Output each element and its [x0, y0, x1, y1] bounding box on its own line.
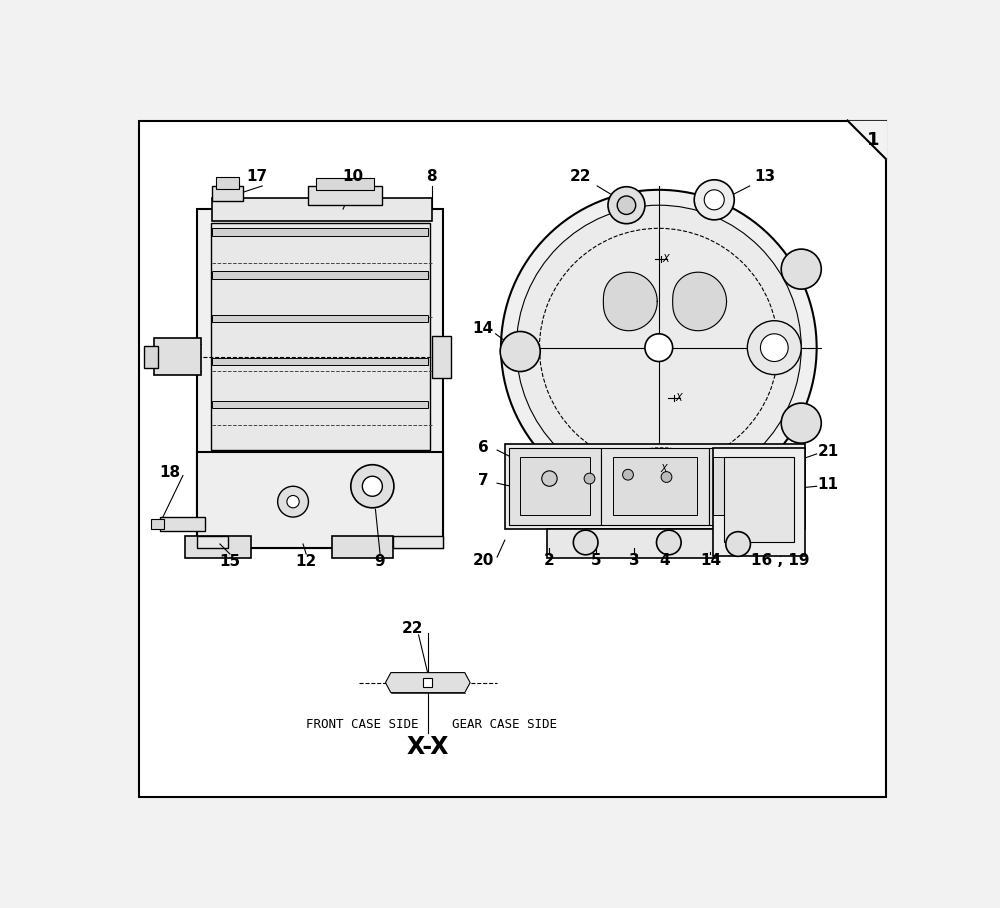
Bar — [185, 537, 251, 558]
Circle shape — [760, 334, 788, 361]
Bar — [144, 346, 158, 368]
Bar — [212, 314, 428, 322]
Circle shape — [645, 334, 673, 361]
Bar — [547, 528, 717, 558]
Text: X-X: X-X — [407, 735, 449, 758]
Text: FRONT CASE SIDE: FRONT CASE SIDE — [306, 718, 419, 732]
Circle shape — [781, 403, 821, 443]
Circle shape — [287, 496, 299, 508]
Text: 16 , 19: 16 , 19 — [751, 554, 810, 568]
Bar — [211, 223, 430, 450]
Text: 14: 14 — [700, 554, 721, 568]
Circle shape — [747, 321, 801, 375]
Bar — [601, 448, 709, 525]
Text: 4: 4 — [660, 554, 670, 568]
Text: 8: 8 — [426, 169, 437, 184]
Circle shape — [608, 187, 645, 223]
Polygon shape — [393, 537, 443, 548]
Circle shape — [278, 487, 308, 517]
Text: 10: 10 — [343, 169, 364, 184]
Bar — [216, 177, 239, 189]
Bar — [713, 448, 805, 556]
Text: 3: 3 — [629, 554, 639, 568]
Bar — [160, 517, 205, 531]
Bar — [713, 457, 790, 515]
Bar — [505, 444, 805, 528]
Text: 18: 18 — [159, 465, 180, 480]
Circle shape — [656, 530, 681, 555]
Polygon shape — [673, 272, 727, 331]
Circle shape — [500, 331, 540, 371]
Circle shape — [362, 477, 382, 497]
Text: 15: 15 — [219, 554, 240, 569]
Circle shape — [351, 465, 394, 508]
Text: 13: 13 — [754, 169, 776, 184]
Text: 1: 1 — [867, 131, 879, 149]
Circle shape — [617, 196, 636, 214]
Bar — [212, 271, 428, 279]
Text: 6: 6 — [478, 440, 489, 455]
Bar — [212, 400, 428, 409]
Circle shape — [694, 180, 734, 220]
Polygon shape — [385, 673, 470, 693]
Bar — [154, 339, 201, 375]
Polygon shape — [603, 272, 657, 331]
Bar — [423, 678, 432, 687]
Bar — [332, 537, 393, 558]
Text: 9: 9 — [375, 554, 385, 569]
Text: GEAR CASE SIDE: GEAR CASE SIDE — [452, 718, 557, 732]
Circle shape — [501, 190, 817, 506]
Circle shape — [781, 249, 821, 289]
Bar — [520, 457, 590, 515]
Text: 21: 21 — [818, 444, 839, 459]
Bar — [613, 457, 697, 515]
Text: 22: 22 — [402, 621, 423, 637]
Circle shape — [573, 530, 598, 555]
Bar — [709, 448, 801, 525]
Text: 14: 14 — [473, 321, 494, 336]
Circle shape — [704, 190, 724, 210]
Text: 2: 2 — [544, 554, 555, 568]
Bar — [432, 336, 451, 379]
Bar — [212, 228, 428, 236]
Circle shape — [661, 471, 672, 482]
Polygon shape — [847, 121, 886, 159]
Bar — [151, 519, 164, 528]
Text: 17: 17 — [246, 169, 267, 184]
Bar — [316, 178, 374, 190]
Text: X: X — [660, 464, 667, 474]
Bar — [212, 186, 243, 202]
Bar — [212, 198, 432, 221]
Text: 12: 12 — [296, 554, 317, 569]
Circle shape — [516, 205, 801, 490]
Bar — [308, 186, 382, 205]
Text: 5: 5 — [590, 554, 601, 568]
Text: 22: 22 — [570, 169, 591, 184]
Polygon shape — [197, 537, 228, 548]
Text: 11: 11 — [818, 478, 839, 492]
Bar — [509, 448, 601, 525]
Bar — [212, 358, 428, 365]
Bar — [197, 451, 443, 548]
Circle shape — [542, 471, 557, 487]
Text: X: X — [663, 254, 669, 264]
Circle shape — [623, 469, 633, 480]
Circle shape — [584, 473, 595, 484]
Bar — [724, 457, 794, 542]
Circle shape — [726, 532, 750, 557]
Text: X: X — [676, 392, 682, 403]
Text: 20: 20 — [473, 554, 494, 568]
Text: 7: 7 — [478, 473, 489, 489]
Bar — [197, 209, 443, 548]
